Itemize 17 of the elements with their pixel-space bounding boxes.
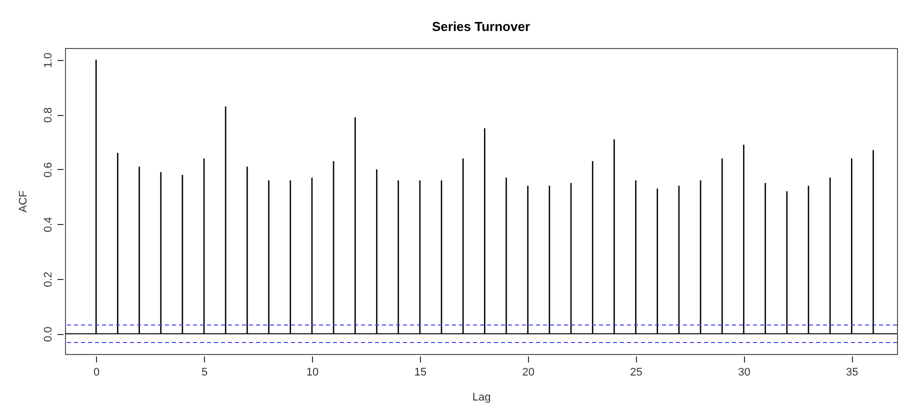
- y-axis-title: ACF: [18, 190, 30, 212]
- y-tick-label: 0.2: [42, 272, 54, 288]
- x-tick-label: 30: [738, 366, 750, 378]
- x-tick-label: 10: [306, 366, 319, 378]
- y-tick-label: 0.0: [42, 326, 54, 342]
- x-tick-label: 35: [846, 366, 858, 378]
- x-tick-label: 0: [94, 366, 100, 378]
- x-axis-title: Lag: [472, 392, 491, 404]
- x-tick-label: 5: [201, 366, 208, 378]
- y-tick-label: 0.4: [42, 217, 54, 232]
- y-tick-label: 1.0: [42, 52, 54, 68]
- chart-title: Series Turnover: [432, 19, 530, 34]
- x-tick-label: 20: [522, 366, 534, 378]
- y-tick-label: 0.6: [42, 162, 54, 178]
- x-tick-label: 25: [630, 366, 642, 378]
- x-tick-label: 15: [414, 366, 427, 378]
- y-tick-label: 0.8: [42, 107, 54, 123]
